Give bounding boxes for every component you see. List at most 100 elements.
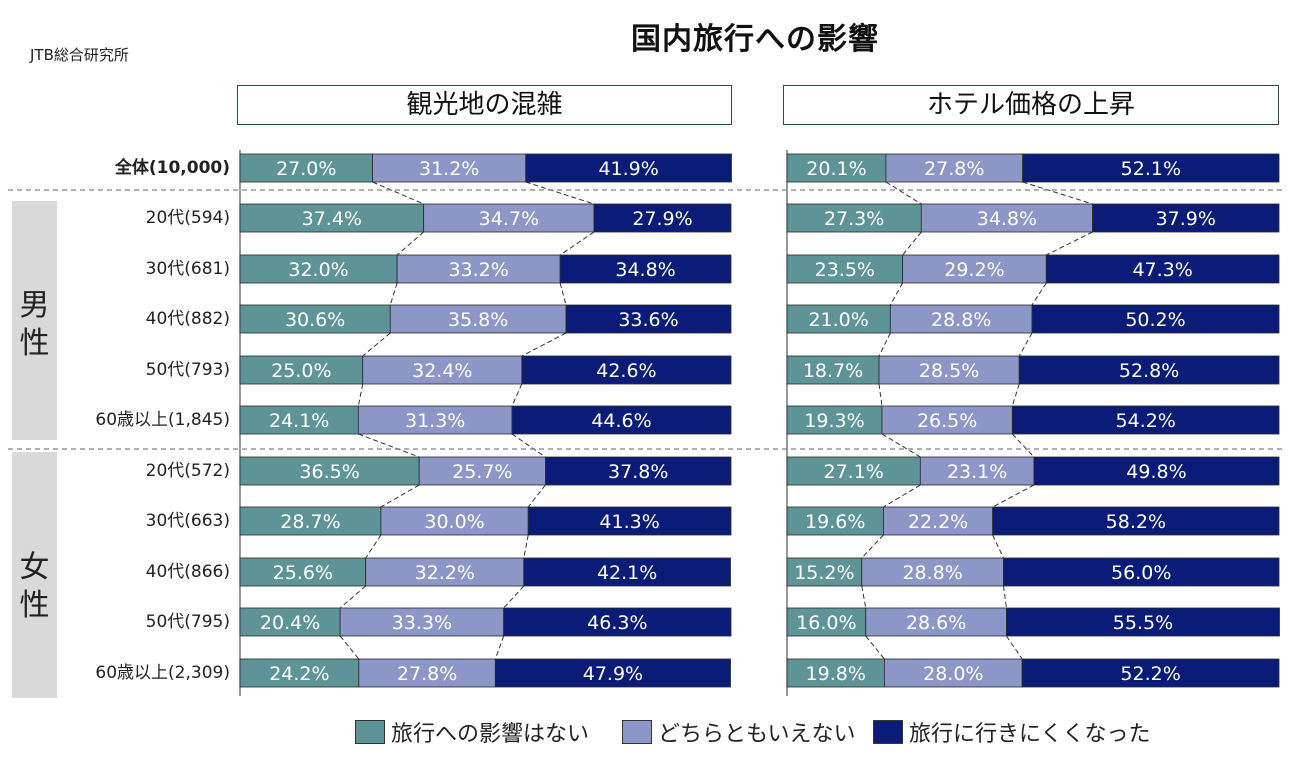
connector-1-0-1	[1022, 181, 1093, 205]
connector-0-7-0	[365, 534, 382, 559]
connector-1-4-1	[1011, 383, 1020, 407]
bar-0-5-0	[239, 405, 359, 435]
data-label-1-8-1: 28.8%	[902, 562, 962, 584]
bar-1-2-0	[786, 254, 904, 284]
bar-0-0-1	[372, 153, 527, 183]
bar-1-2-1	[902, 254, 1047, 284]
bar-1-7-2	[992, 506, 1280, 536]
data-label-1-2-1: 29.2%	[944, 259, 1004, 281]
data-label-1-3-2: 50.2%	[1125, 309, 1185, 331]
connector-1-3-0	[878, 332, 891, 357]
legend-swatch-neither	[622, 720, 652, 744]
bar-0-7-2	[527, 506, 732, 536]
data-label-1-4-0: 18.7%	[803, 360, 863, 382]
bar-1-10-1	[884, 658, 1023, 688]
bar-1-8-2	[1003, 557, 1280, 587]
data-label-1-6-2: 49.8%	[1126, 461, 1186, 483]
connector-1-3-1	[1018, 332, 1033, 357]
connector-0-5-0	[358, 433, 420, 458]
bar-1-9-0	[786, 607, 867, 637]
data-label-1-6-0: 27.1%	[823, 461, 883, 483]
row-label-8: 40代(866)	[145, 562, 230, 582]
bar-1-8-1	[861, 557, 1004, 587]
connector-1-9-1	[1006, 635, 1023, 660]
bar-0-10-1	[358, 658, 496, 688]
data-label-0-3-2: 33.6%	[618, 309, 678, 331]
legend-label-neither: どちらともいえない	[658, 722, 856, 747]
bar-0-5-1	[357, 405, 513, 435]
row-label-9: 50代(795)	[145, 612, 230, 632]
data-label-1-4-2: 52.8%	[1119, 360, 1179, 382]
bar-0-3-2	[565, 304, 732, 334]
connector-0-2-0	[389, 282, 398, 306]
bar-0-4-2	[521, 355, 732, 385]
bar-0-1-2	[593, 203, 732, 233]
data-label-0-2-2: 34.8%	[615, 259, 675, 281]
bar-0-9-0	[239, 607, 341, 637]
data-label-1-1-2: 37.9%	[1156, 208, 1216, 230]
data-label-1-7-0: 19.6%	[805, 511, 865, 533]
bar-1-0-1	[885, 153, 1024, 183]
data-label-1-6-1: 23.1%	[947, 461, 1007, 483]
legend-label-none: 旅行への影響はない	[391, 722, 590, 747]
data-label-0-8-1: 32.2%	[415, 562, 475, 584]
connector-0-0-0	[372, 181, 424, 205]
data-label-0-10-1: 27.8%	[397, 663, 457, 685]
data-label-0-5-2: 44.6%	[591, 410, 651, 432]
data-label-0-0-2: 41.9%	[598, 158, 658, 180]
bar-1-6-2	[1033, 456, 1280, 486]
connector-0-1-0	[396, 231, 424, 256]
connector-1-1-1	[1046, 231, 1093, 256]
bar-0-6-0	[239, 456, 420, 486]
connector-1-8-1	[1002, 585, 1007, 609]
connector-1-8-0	[861, 585, 867, 609]
row-label-1: 20代(594)	[145, 208, 230, 228]
connector-0-4-0	[357, 383, 364, 407]
bar-1-5-2	[1011, 405, 1280, 435]
bar-1-9-2	[1006, 607, 1280, 637]
data-label-0-2-0: 32.0%	[288, 259, 348, 281]
bar-0-10-2	[494, 658, 731, 688]
bar-0-6-1	[418, 456, 546, 486]
data-label-1-5-0: 19.3%	[804, 410, 864, 432]
bar-0-2-1	[396, 254, 561, 284]
data-label-0-1-0: 37.4%	[302, 208, 362, 230]
bar-0-0-2	[525, 153, 732, 183]
bar-0-2-2	[559, 254, 732, 284]
bar-0-1-0	[239, 203, 425, 233]
data-label-1-1-0: 27.3%	[824, 208, 884, 230]
data-label-0-9-2: 46.3%	[587, 612, 647, 634]
row-label-2: 30代(681)	[145, 259, 230, 279]
data-label-1-0-2: 52.1%	[1121, 158, 1181, 180]
panel-title-congestion: 観光地の混雑	[237, 85, 732, 125]
row-label-5: 60歳以上(1,845)	[95, 410, 230, 430]
data-label-1-5-1: 26.5%	[917, 410, 977, 432]
data-label-1-5-2: 54.2%	[1115, 410, 1175, 432]
bar-0-7-0	[239, 506, 382, 536]
data-label-0-4-0: 25.0%	[271, 360, 331, 382]
data-label-1-10-0: 19.8%	[806, 663, 866, 685]
connector-0-4-1	[511, 383, 523, 407]
connector-1-9-0	[865, 635, 885, 660]
data-label-0-8-0: 25.6%	[273, 562, 333, 584]
chart-title: 国内旅行への影響	[631, 22, 879, 57]
data-label-0-3-1: 35.8%	[448, 309, 508, 331]
bar-1-10-2	[1021, 658, 1280, 688]
connector-0-2-1	[559, 282, 567, 306]
row-label-3: 40代(882)	[145, 309, 230, 329]
bar-1-6-1	[919, 456, 1035, 486]
bar-0-3-1	[389, 304, 567, 334]
data-label-1-8-2: 56.0%	[1111, 562, 1171, 584]
legend-swatch-none	[355, 720, 385, 744]
bar-1-4-2	[1018, 355, 1280, 385]
bar-0-2-0	[239, 254, 398, 284]
data-label-0-4-1: 32.4%	[412, 360, 472, 382]
data-label-0-1-2: 27.9%	[632, 208, 692, 230]
connector-0-0-1	[525, 181, 595, 205]
connector-0-7-1	[523, 534, 529, 559]
data-label-0-9-0: 20.4%	[260, 612, 320, 634]
bar-0-8-2	[523, 557, 731, 587]
row-label-10: 60歳以上(2,309)	[95, 663, 230, 683]
legend: 旅行への影響はない どちらともいえない 旅行に行きにくくなった	[0, 716, 1289, 748]
bar-1-0-2	[1022, 153, 1280, 183]
